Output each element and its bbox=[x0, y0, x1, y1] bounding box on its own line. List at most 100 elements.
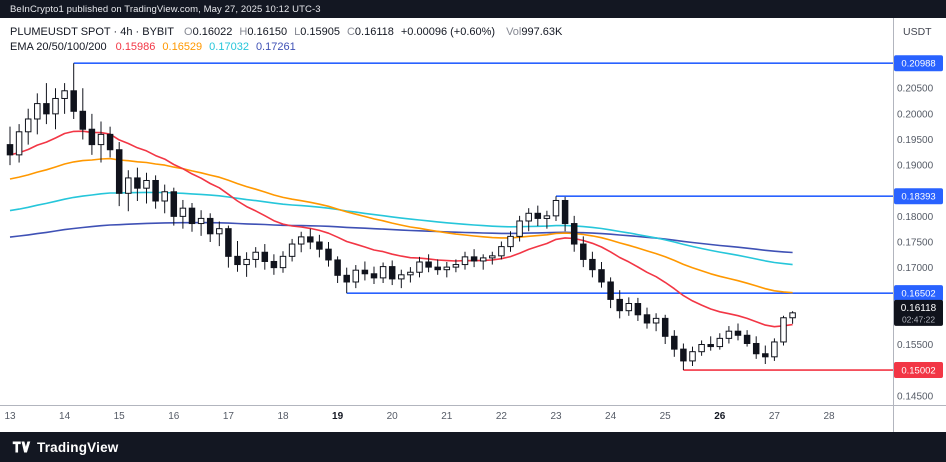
price-level-badge: 0.20988 bbox=[894, 55, 943, 72]
candle bbox=[461, 251, 469, 270]
price-level-badge: 0.18393 bbox=[894, 188, 943, 205]
footer-bar: TradingView bbox=[0, 432, 946, 462]
candle bbox=[297, 231, 305, 253]
price-tick-label: 0.14500 bbox=[897, 391, 934, 402]
price-tick-label: 0.19500 bbox=[897, 135, 934, 146]
time-tick-label: 23 bbox=[550, 411, 562, 422]
low-value: 0.15905 bbox=[300, 26, 340, 38]
candle bbox=[680, 343, 687, 371]
svg-text:0.20988: 0.20988 bbox=[901, 59, 935, 70]
candle bbox=[143, 172, 150, 204]
candle bbox=[106, 126, 114, 158]
level-lines bbox=[73, 62, 893, 371]
candle bbox=[570, 215, 578, 252]
price-tick-label: 0.20500 bbox=[897, 84, 934, 95]
candle bbox=[698, 340, 705, 356]
candle bbox=[789, 311, 796, 324]
time-tick-label: 14 bbox=[59, 411, 71, 422]
close-value: 0.16118 bbox=[354, 26, 394, 38]
candle bbox=[580, 236, 587, 268]
candle bbox=[543, 210, 551, 229]
symbol-title[interactable]: PLUMEUSDT SPOT · 4h · BYBIT bbox=[10, 26, 175, 38]
ema-100-line[interactable] bbox=[9, 191, 793, 266]
price-tick-label: 0.17000 bbox=[897, 263, 934, 274]
candle bbox=[525, 208, 532, 232]
svg-text:0.16502: 0.16502 bbox=[901, 289, 935, 300]
candle bbox=[43, 83, 50, 125]
candle bbox=[652, 313, 660, 332]
candle bbox=[97, 121, 105, 163]
price-axis-currency-label[interactable]: USDT bbox=[903, 26, 932, 38]
ema-200-line[interactable] bbox=[9, 221, 793, 254]
candle bbox=[361, 261, 369, 281]
open-value: 0.16022 bbox=[192, 26, 233, 38]
candle bbox=[15, 124, 23, 163]
candle bbox=[115, 142, 123, 207]
time-axis[interactable]: 13 14 15 16 17 18 19 20 21 22 23 24 25 26 27 28 bbox=[4, 411, 835, 422]
candle bbox=[507, 231, 514, 252]
price-tick-label: 0.18000 bbox=[897, 212, 934, 223]
candle bbox=[179, 199, 187, 229]
time-tick-label: 17 bbox=[223, 411, 235, 422]
volume: Vol997.63K bbox=[506, 25, 562, 40]
time-tick-label: 15 bbox=[114, 411, 126, 422]
candle bbox=[388, 260, 396, 286]
candle bbox=[34, 93, 41, 135]
time-tick-label: 22 bbox=[496, 411, 508, 422]
candle bbox=[434, 259, 441, 275]
ema-20-value: 0.15986 bbox=[115, 41, 156, 53]
price-tick-label: 0.19000 bbox=[897, 161, 934, 172]
high-value: 0.16150 bbox=[247, 26, 288, 38]
candle bbox=[425, 254, 432, 273]
time-tick-label: 21 bbox=[441, 411, 453, 422]
price-tick-label: 0.17500 bbox=[897, 237, 934, 248]
time-tick-label: 19 bbox=[332, 411, 344, 422]
chart-area: 0.20500 0.20000 0.19500 0.19000 0.18000 0.175… bbox=[0, 18, 946, 432]
chart-canvas[interactable]: 0.20500 0.20000 0.19500 0.19000 0.18000 0.175… bbox=[0, 18, 946, 432]
candle bbox=[252, 247, 259, 268]
svg-text:0.18393: 0.18393 bbox=[901, 192, 935, 203]
candle bbox=[234, 240, 241, 272]
price-level-badge: 0.15002 bbox=[894, 362, 943, 379]
candle bbox=[79, 88, 87, 140]
ema-row: EMA 20/50/100/200 0.15986 0.16529 0.1703… bbox=[10, 40, 562, 55]
candle bbox=[498, 241, 505, 260]
ohlc-low: L0.15905 bbox=[294, 25, 340, 40]
time-tick-label: 18 bbox=[277, 411, 289, 422]
time-tick-label: 13 bbox=[4, 411, 16, 422]
candle bbox=[707, 336, 714, 351]
candle bbox=[52, 88, 59, 130]
candle bbox=[288, 238, 296, 262]
close-label: C bbox=[346, 26, 355, 38]
low-label: L bbox=[294, 26, 301, 38]
candle bbox=[634, 297, 642, 321]
candle bbox=[125, 170, 132, 212]
price-axis[interactable]: 0.20500 0.20000 0.19500 0.19000 0.18000 0.175… bbox=[897, 84, 934, 403]
ema-20-line[interactable] bbox=[9, 130, 793, 328]
candle bbox=[352, 265, 360, 289]
candle bbox=[70, 63, 77, 119]
high-label: H bbox=[239, 26, 248, 38]
svg-text:0.15002: 0.15002 bbox=[901, 366, 935, 377]
ema-100-value: 0.17032 bbox=[209, 41, 249, 53]
time-tick-label: 26 bbox=[714, 411, 726, 422]
price-tick-label: 0.20000 bbox=[897, 109, 934, 120]
ohlc-open: O0.16022 bbox=[184, 25, 232, 40]
open-label: O bbox=[184, 26, 193, 38]
candle bbox=[170, 187, 178, 226]
candle bbox=[589, 251, 596, 278]
current-price-value: 0.16118 bbox=[901, 303, 937, 314]
candle bbox=[343, 267, 350, 294]
candle bbox=[552, 196, 560, 221]
ema-50-line[interactable] bbox=[9, 157, 793, 294]
candle bbox=[516, 215, 523, 242]
candle bbox=[325, 241, 332, 267]
candle bbox=[625, 297, 633, 316]
ema-indicator-title[interactable]: EMA 20/50/100/200 bbox=[10, 41, 107, 53]
candle-countdown: 02:47:22 bbox=[902, 314, 935, 324]
candle bbox=[270, 254, 278, 275]
candle bbox=[443, 261, 451, 278]
time-tick-label: 24 bbox=[605, 411, 617, 422]
tradingview-brand[interactable]: TradingView bbox=[12, 440, 118, 455]
time-tick-label: 27 bbox=[769, 411, 781, 422]
